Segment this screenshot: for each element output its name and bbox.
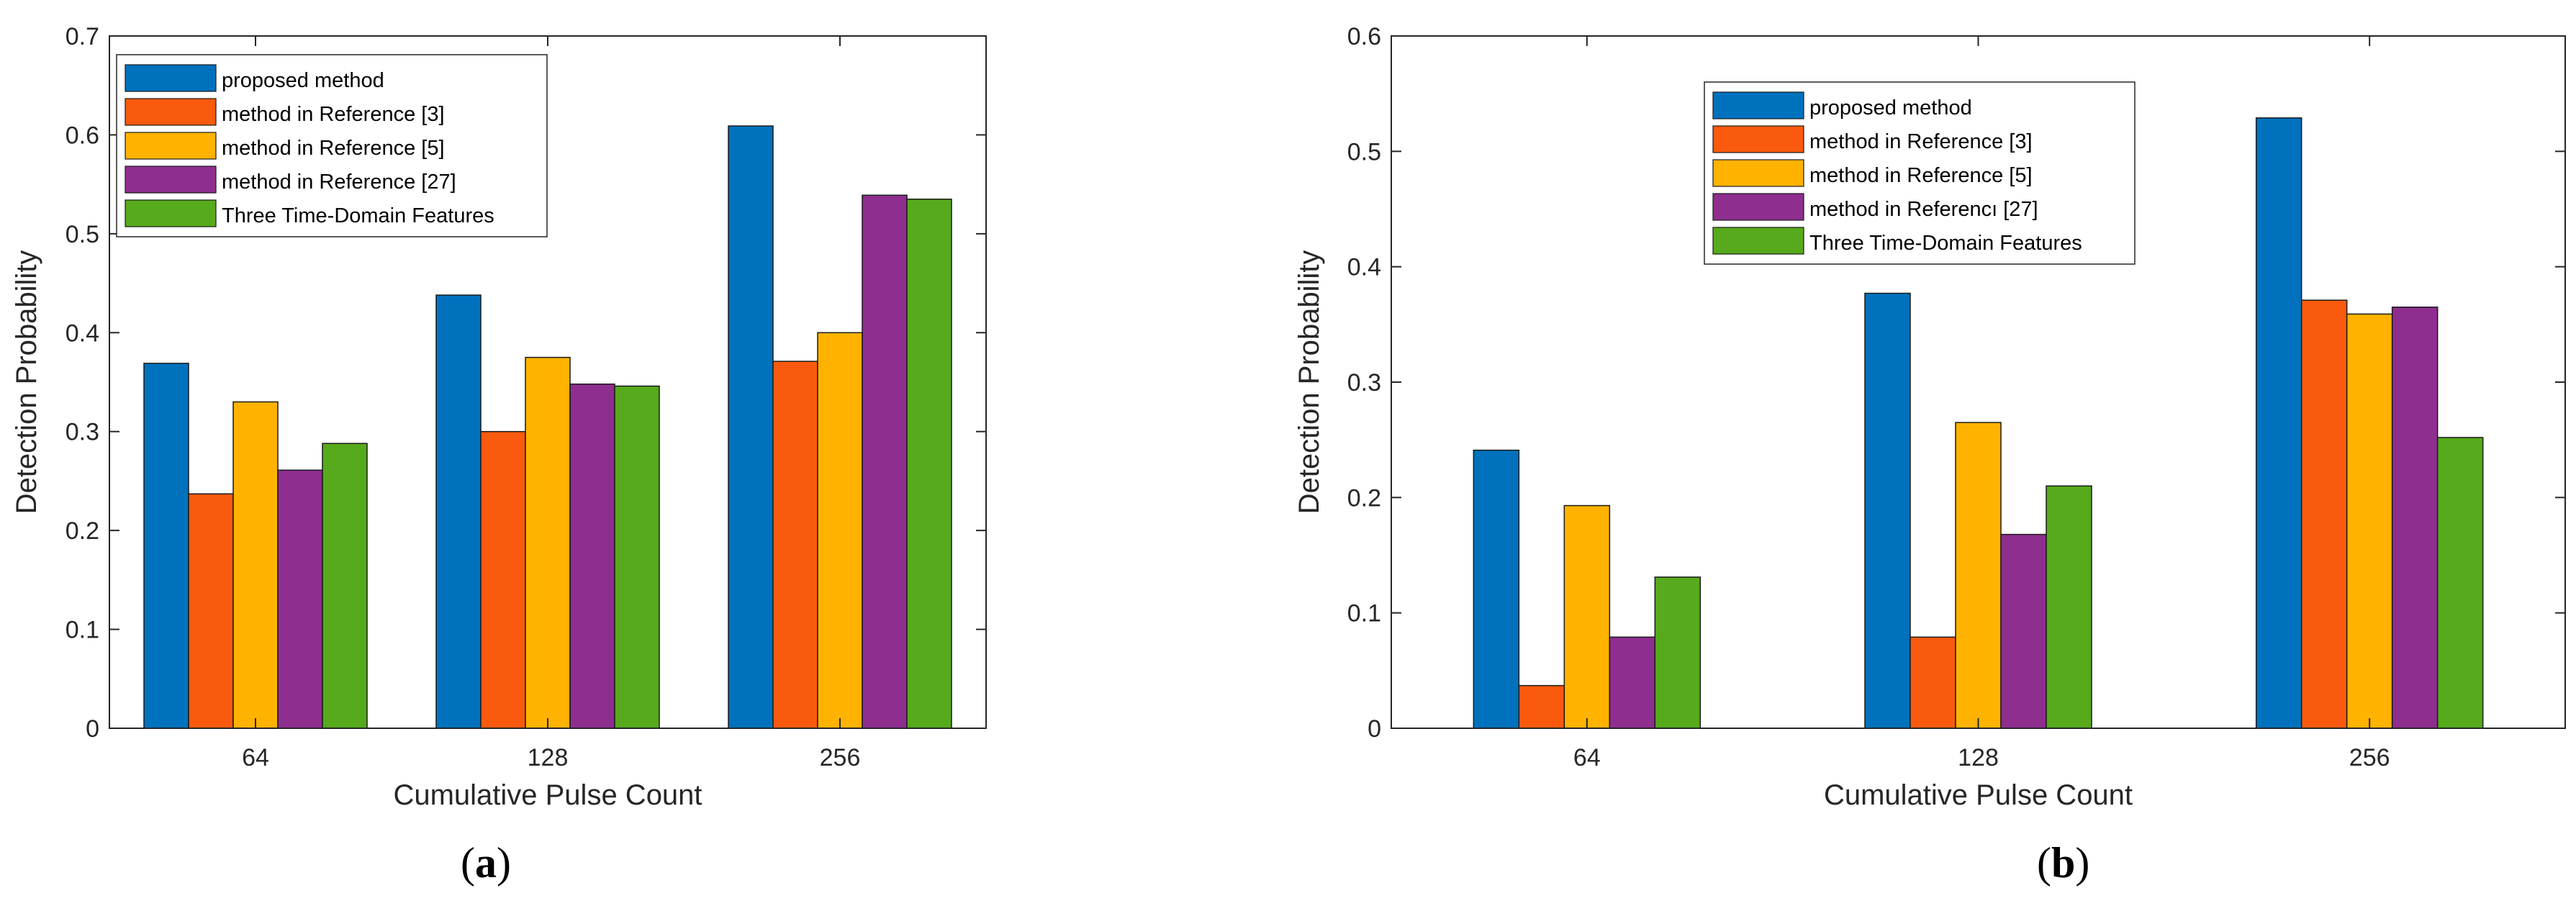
legend-label: method in Reference [5] (222, 137, 445, 160)
chart-a: 0 0.1 0.2 0.3 0.4 0.5 0.6 0.7 64 128 256 Cumulative… (11, 23, 987, 811)
caption-b-letter: b (2051, 839, 2076, 887)
y-tick-label: 0.1 (1347, 600, 1381, 628)
x-tick-label: 256 (820, 744, 861, 771)
y-tick-label: 0.5 (65, 221, 99, 248)
chart-b: 0 0.1 0.2 0.3 0.4 0.5 0.6 64 128 256 Cumulative Pu… (1293, 23, 2566, 811)
bar (2255, 117, 2302, 729)
bar (435, 294, 482, 729)
legend-label: method in Reference [5] (1809, 164, 2033, 187)
legend-swatch (125, 64, 217, 92)
legend-swatch (1712, 91, 1804, 119)
x-tick-label: 64 (1573, 744, 1601, 771)
x-tick-label: 128 (528, 744, 569, 771)
bar (232, 401, 279, 729)
bar (2000, 533, 2047, 729)
bar (2300, 299, 2348, 729)
legend-label: Three Time-Domain Features (1809, 232, 2082, 255)
bar (569, 383, 615, 729)
bar (817, 332, 863, 729)
legend-label: method in Reference [3] (222, 103, 445, 126)
y-tick-label: 0.6 (1347, 23, 1381, 50)
y-tick-label: 0.1 (65, 617, 99, 644)
bar (1518, 684, 1565, 729)
legend-swatch (125, 98, 217, 126)
y-tick-label: 0.4 (65, 320, 99, 347)
bar (2346, 313, 2393, 729)
y-tick-label: 0.2 (65, 517, 99, 545)
y-axis-title: Detection Probability (11, 250, 42, 515)
bar (277, 469, 323, 729)
bar (862, 194, 908, 729)
legend-swatch (125, 132, 217, 160)
y-tick-label: 0.7 (65, 23, 99, 50)
legend-swatch (1712, 193, 1804, 221)
legend-label: method in Reference [27] (222, 171, 456, 194)
caption-a-letter: a (474, 839, 497, 887)
bar (1654, 576, 1701, 729)
y-tick-label: 0.2 (1347, 484, 1381, 512)
x-tick-label: 64 (242, 744, 269, 771)
bar (2436, 437, 2484, 729)
bar (143, 363, 189, 729)
bar (1864, 292, 1911, 729)
legend-label: Three Time-Domain Features (222, 204, 494, 227)
legend-label: proposed method (1809, 96, 1972, 119)
legend-label: proposed method (222, 69, 384, 92)
bar (1563, 504, 1611, 729)
x-axis-title: Cumulative Pulse Count (393, 779, 702, 811)
bar (728, 125, 774, 729)
bar (480, 430, 526, 729)
legend-swatch (125, 199, 217, 227)
legend-swatch (125, 166, 217, 194)
y-axis-title: Detection Probability (1293, 250, 1325, 515)
bar (1955, 422, 2002, 729)
y-tick-label: 0 (1368, 715, 1381, 743)
bar (1609, 636, 1656, 729)
legend-swatch (1712, 159, 1804, 187)
x-tick-label: 256 (2349, 744, 2390, 771)
bar (906, 199, 952, 729)
y-tick-label: 0.5 (1347, 138, 1381, 166)
bar (322, 443, 368, 729)
axes-box (1391, 35, 2566, 729)
x-axis-title: Cumulative Pulse Count (1824, 779, 2133, 811)
y-tick-label: 0.3 (65, 419, 99, 446)
caption-a: (a) (461, 839, 511, 887)
bar (1910, 636, 1956, 729)
bar (614, 385, 660, 729)
axes-box (109, 35, 987, 729)
caption-b: (b) (2037, 839, 2090, 887)
legend-label: method in Referencı [27] (1809, 198, 2038, 221)
bar (772, 361, 818, 729)
y-tick-label: 0.4 (1347, 254, 1381, 281)
y-tick-label: 0 (86, 715, 99, 743)
legend-swatch (1712, 227, 1804, 255)
bar (525, 356, 571, 729)
x-tick-label: 128 (1958, 744, 1999, 771)
bar (1473, 449, 1520, 729)
bar (188, 493, 234, 729)
legend-label: method in Reference [3] (1809, 130, 2033, 153)
y-tick-label: 0.6 (65, 122, 99, 149)
y-tick-label: 0.3 (1347, 369, 1381, 397)
bar (2391, 307, 2439, 729)
legend-swatch (1712, 125, 1804, 153)
bar (2046, 485, 2092, 729)
